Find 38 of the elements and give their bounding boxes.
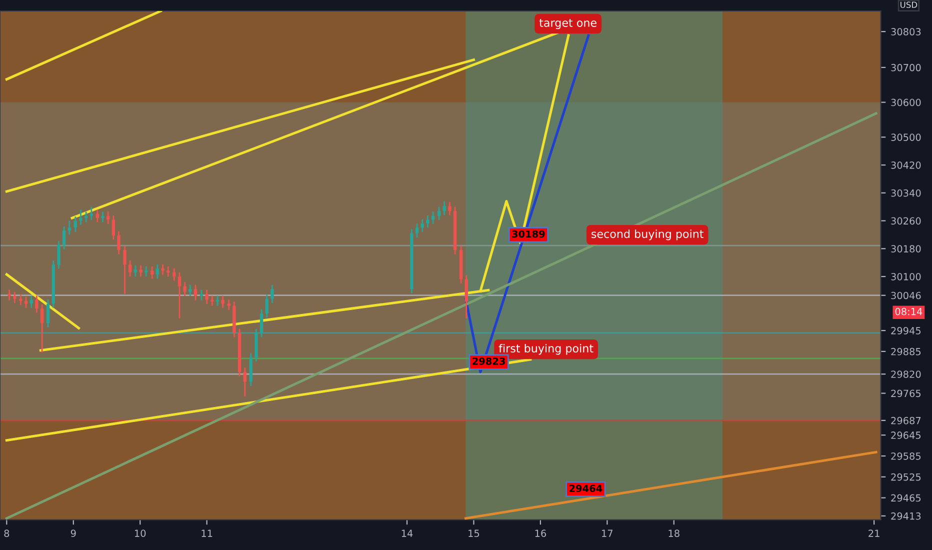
x-tick-label: 10 [135, 530, 146, 537]
x-tick-label: 8 [4, 530, 10, 537]
y-tick-label: 30500 [891, 134, 921, 141]
y-tick-label: 29585 [891, 452, 921, 460]
x-tick-label: 17 [602, 530, 613, 537]
annotation: 29464 [570, 484, 602, 492]
y-tick-label: 30340 [891, 189, 921, 197]
y-tick-label: 29945 [891, 327, 921, 334]
text: USD [900, 2, 918, 8]
y-tick-label: 29820 [891, 370, 921, 378]
y-tick-label: 29687 [891, 416, 921, 424]
y-tick-label: 30600 [891, 98, 921, 106]
y-tick-label: 30803 [891, 28, 921, 36]
annotation: 29823 [472, 358, 505, 365]
text: 08:14 [895, 308, 922, 316]
y-tick-label: 29885 [891, 348, 921, 356]
y-tick-label: 29765 [891, 390, 921, 398]
annotation: 30189 [512, 230, 545, 238]
x-tick-label: 18 [668, 530, 680, 537]
x-tick-label: 9 [70, 530, 76, 537]
y-tick-label: 30180 [891, 245, 921, 252]
y-tick-label: 29465 [891, 494, 921, 502]
annotation: first buying point [498, 344, 594, 355]
y-tick-label: 30046 [891, 292, 921, 300]
y-tick-label: 29645 [891, 432, 921, 439]
x-tick-label: 15 [468, 530, 480, 537]
x-tick-label: 16 [535, 530, 546, 537]
x-tick-label: 21 [868, 530, 880, 537]
x-tick-label: 11 [202, 530, 212, 537]
y-tick-label: 30420 [891, 161, 921, 169]
y-tick-label: 29525 [891, 473, 921, 481]
annotation: target one [539, 18, 596, 30]
y-tick-label: 30700 [891, 64, 921, 72]
y-tick-label: 30100 [891, 273, 921, 280]
x-tick-label: 14 [402, 530, 413, 537]
y-tick-label: 29413 [891, 512, 921, 520]
y-tick-label: 30260 [891, 217, 921, 225]
annotation: second buying point [592, 229, 704, 240]
